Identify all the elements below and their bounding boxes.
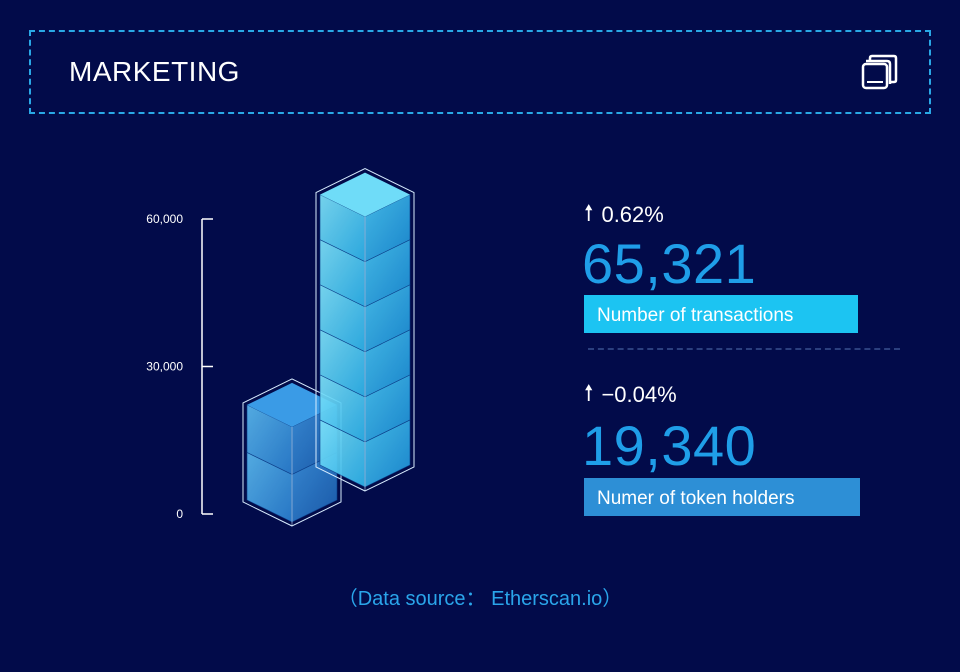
stat-change-1: 🠕 0.62% — [584, 196, 664, 234]
bar-frame — [315, 168, 415, 492]
page-title: MARKETING — [69, 56, 240, 87]
stat-change-2: 🠕 −0.04% — [584, 376, 677, 414]
bar-2 — [315, 168, 415, 492]
stat-change-value: 0.62% — [601, 202, 664, 227]
bar-frame — [242, 378, 342, 527]
y-axis: 0 30,000 60,000 — [146, 212, 213, 521]
copy-icon[interactable] — [861, 52, 901, 92]
header-panel: MARKETING — [29, 30, 931, 114]
arrow-up-icon: 🠕 — [584, 380, 594, 405]
y-tick-label: 30,000 — [146, 360, 183, 374]
stat-change-value: −0.04% — [601, 382, 677, 407]
divider — [588, 348, 900, 350]
stat-value-transactions: 65,321 — [582, 232, 757, 295]
y-tick-label: 60,000 — [146, 212, 183, 226]
stat-value-holders: 19,340 — [582, 414, 757, 477]
stat-label-holders: Numer of token holders — [584, 478, 860, 516]
bar-top-face — [320, 172, 410, 217]
bar-top-face — [247, 382, 337, 427]
stat-label-transactions: Number of transactions — [584, 295, 858, 333]
arrow-up-icon: 🠕 — [584, 200, 594, 225]
data-source: （Data source： Etherscan.io） — [337, 588, 623, 610]
y-tick-label: 0 — [176, 507, 183, 521]
